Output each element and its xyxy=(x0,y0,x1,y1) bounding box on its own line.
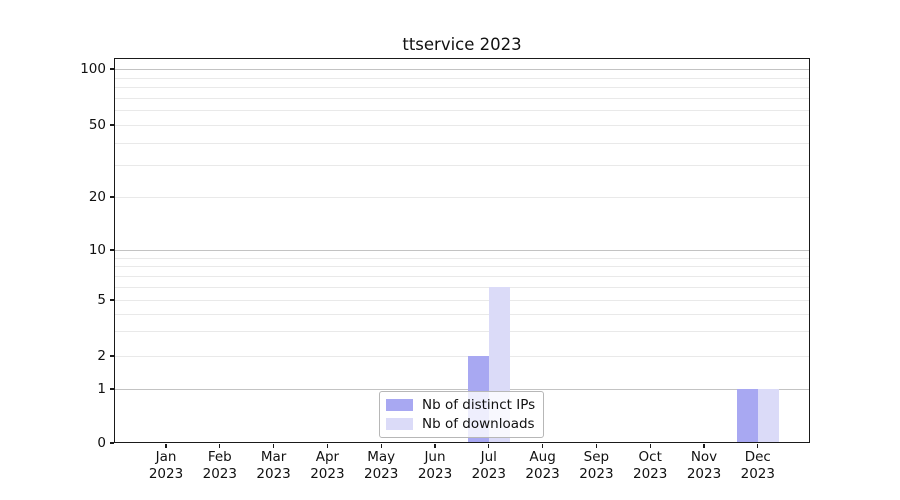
legend: Nb of distinct IPs Nb of downloads xyxy=(379,391,544,438)
x-tick-label: Dec 2023 xyxy=(740,449,775,482)
y-tick-label: 1 xyxy=(97,381,106,397)
x-tick xyxy=(434,444,436,448)
gridline-minor xyxy=(114,142,810,144)
legend-label-distinct-ips: Nb of distinct IPs xyxy=(422,397,536,413)
x-tick-label: Nov 2023 xyxy=(686,449,722,482)
gridline-minor xyxy=(114,97,810,99)
y-tick-label: 2 xyxy=(97,348,106,364)
gridline-minor xyxy=(114,110,810,112)
x-tick xyxy=(649,444,651,448)
x-tick xyxy=(757,444,759,448)
y-tick xyxy=(110,124,114,126)
x-tick-label: Oct 2023 xyxy=(633,449,668,482)
x-tick-label: Aug 2023 xyxy=(525,449,560,482)
y-tick xyxy=(110,388,114,390)
y-tick xyxy=(110,68,114,70)
x-tick xyxy=(595,444,598,448)
gridline-major xyxy=(114,69,810,70)
x-tick-label: May 2023 xyxy=(364,449,399,482)
legend-entry-distinct-ips: Nb of distinct IPs xyxy=(386,397,536,413)
gridline-major xyxy=(114,250,810,251)
x-tick xyxy=(272,444,275,448)
legend-entry-downloads: Nb of downloads xyxy=(386,416,536,432)
gridline-minor xyxy=(114,286,810,288)
gridline-minor xyxy=(114,125,810,126)
gridline-minor xyxy=(114,77,810,79)
y-tick xyxy=(110,355,114,357)
y-tick-label: 100 xyxy=(80,61,106,77)
y-tick xyxy=(110,249,114,251)
legend-swatch-downloads xyxy=(386,418,413,430)
bar-distinct-ips xyxy=(736,389,758,443)
gridline-minor xyxy=(114,87,810,89)
gridline-minor xyxy=(114,275,810,277)
x-tick xyxy=(326,444,329,448)
gridline-minor xyxy=(114,313,810,315)
x-tick xyxy=(541,444,544,448)
gridline-minor xyxy=(114,165,810,167)
gridline-major xyxy=(114,389,810,390)
x-tick xyxy=(219,444,221,448)
y-tick-label: 50 xyxy=(88,117,106,133)
x-tick-label: Apr 2023 xyxy=(310,449,345,482)
y-tick xyxy=(110,196,114,198)
y-tick-label: 10 xyxy=(88,242,106,258)
y-tick xyxy=(110,442,114,444)
x-tick-label: Sep 2023 xyxy=(579,449,614,482)
x-tick xyxy=(165,444,167,448)
y-tick-label: 5 xyxy=(97,292,106,308)
bar-downloads xyxy=(757,389,779,443)
x-tick-label: Jun 2023 xyxy=(417,449,453,482)
gridline-minor xyxy=(114,197,810,198)
gridline-minor xyxy=(114,331,810,333)
gridline-minor xyxy=(114,300,810,301)
x-tick-label: Mar 2023 xyxy=(256,449,291,482)
legend-label-downloads: Nb of downloads xyxy=(422,416,535,432)
gridline-minor xyxy=(114,356,810,357)
x-tick-label: Jul 2023 xyxy=(471,449,506,482)
chart-title: ttservice 2023 xyxy=(402,35,522,54)
x-tick xyxy=(703,444,705,448)
y-tick xyxy=(110,299,114,301)
gridline-minor xyxy=(114,266,810,268)
x-tick-label: Feb 2023 xyxy=(202,449,237,482)
x-tick xyxy=(380,444,382,448)
x-tick-label: Jan 2023 xyxy=(148,449,184,482)
x-tick xyxy=(488,444,490,448)
gridline-minor xyxy=(114,257,810,259)
y-tick-label: 20 xyxy=(88,189,106,205)
y-tick-label: 0 xyxy=(97,435,106,451)
legend-swatch-distinct-ips xyxy=(386,399,413,411)
